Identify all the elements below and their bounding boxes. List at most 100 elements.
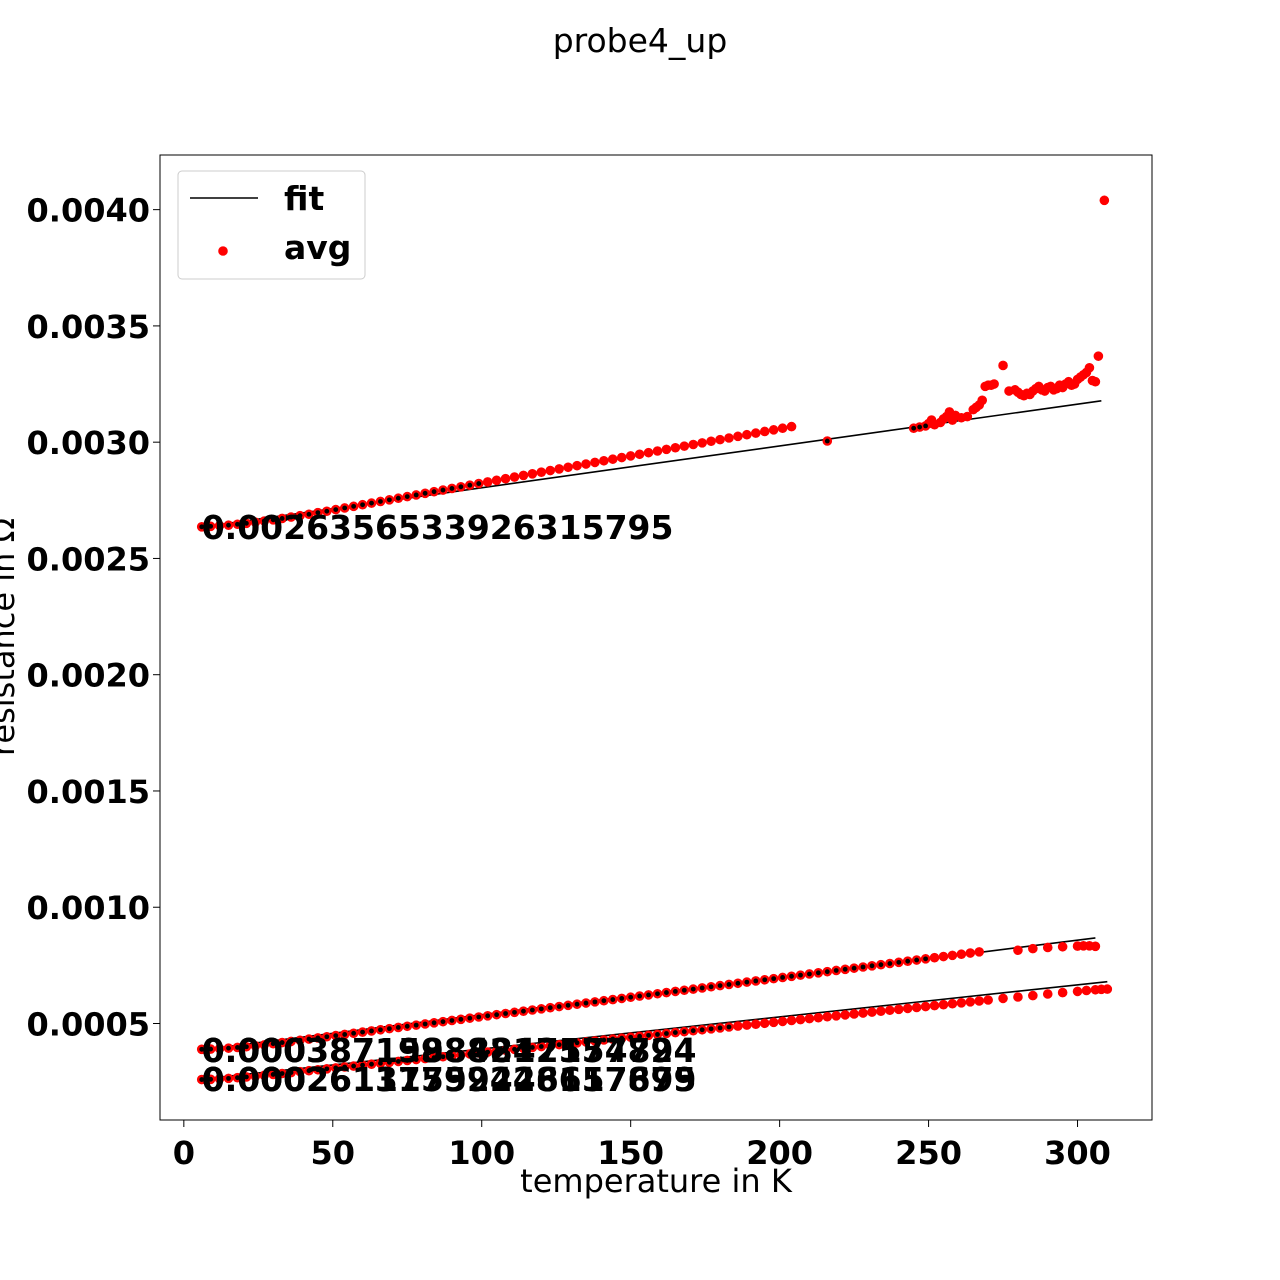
y-axis: 0.0005 0.0010 0.0015 0.0020 0.0025 0.0030 0.00… xyxy=(27,192,160,1044)
data-point-overlap xyxy=(485,1049,491,1055)
data-point-overlap xyxy=(351,1063,357,1069)
data-point xyxy=(974,996,985,1006)
data-point xyxy=(977,395,988,406)
data-point-overlap xyxy=(824,969,830,975)
data-point-overlap xyxy=(917,424,923,430)
data-point xyxy=(1042,942,1053,953)
data-point xyxy=(938,999,949,1010)
data-point-overlap xyxy=(637,1033,643,1039)
data-point-overlap xyxy=(672,989,678,994)
data-point-overlap xyxy=(235,1075,240,1081)
data-point-overlap xyxy=(199,1077,205,1082)
data-point xyxy=(929,1000,940,1011)
data-point xyxy=(599,455,609,466)
data-point xyxy=(1081,985,1092,996)
data-point-overlap xyxy=(538,1044,544,1049)
data-point xyxy=(688,439,699,450)
data-point-overlap xyxy=(664,990,669,995)
data-point xyxy=(545,465,556,476)
data-point-overlap xyxy=(762,977,768,983)
data-point xyxy=(1099,195,1110,206)
data-point-overlap xyxy=(404,1023,410,1029)
data-point xyxy=(563,462,573,473)
data-point-overlap xyxy=(342,505,348,511)
data-point-overlap xyxy=(360,1029,365,1035)
y-tick-label: 0.0015 xyxy=(27,773,150,811)
y-tick-label: 0.0040 xyxy=(27,192,150,230)
data-point xyxy=(786,1015,797,1026)
data-point-overlap xyxy=(815,970,821,976)
data-point-overlap xyxy=(619,995,625,1001)
data-point-overlap xyxy=(610,1036,616,1042)
data-point-overlap xyxy=(538,1006,544,1012)
data-point xyxy=(643,447,654,458)
data-point-overlap xyxy=(386,497,392,503)
data-point-overlap xyxy=(306,511,312,517)
data-point xyxy=(1084,362,1095,373)
data-point-overlap xyxy=(467,1015,473,1021)
data-point-overlap xyxy=(243,1074,249,1080)
x-tick-label: 150 xyxy=(597,1134,664,1172)
data-point xyxy=(482,477,493,487)
data-point-overlap xyxy=(896,959,902,965)
data-point-overlap xyxy=(646,992,651,998)
data-point-overlap xyxy=(574,1001,580,1007)
data-point-overlap xyxy=(199,1046,205,1052)
data-point xyxy=(795,1014,806,1025)
data-point xyxy=(777,423,788,434)
data-point-overlap xyxy=(655,991,660,997)
data-point-overlap xyxy=(261,1042,267,1048)
annotation-2: 0.00038715984217574724 xyxy=(202,1031,697,1070)
data-point-overlap xyxy=(789,973,794,979)
data-point-overlap xyxy=(369,1028,374,1034)
data-point-overlap xyxy=(458,484,464,490)
data-point-overlap xyxy=(726,982,732,987)
data-point-overlap xyxy=(315,510,321,516)
data-point-overlap xyxy=(279,1040,285,1045)
legend-avg-label: avg xyxy=(284,228,351,267)
data-point-overlap xyxy=(923,423,928,429)
data-point xyxy=(876,1006,886,1016)
data-point-overlap xyxy=(315,1067,321,1073)
data-point-overlap xyxy=(440,1054,446,1060)
data-point-overlap xyxy=(342,1064,348,1070)
data-point xyxy=(885,1005,895,1016)
data-point-overlap xyxy=(431,1055,437,1061)
data-point-overlap xyxy=(690,1028,696,1034)
legend: fit avg xyxy=(177,170,366,280)
data-point-overlap xyxy=(655,1032,660,1037)
data-point-overlap xyxy=(744,979,750,985)
data-point-overlap xyxy=(869,963,875,969)
x-tick-label: 300 xyxy=(1044,1134,1111,1172)
annotation-0: 0.0026356533926315795 xyxy=(202,508,674,547)
data-point-overlap xyxy=(753,978,759,984)
x-tick-label: 100 xyxy=(448,1134,515,1172)
data-point-overlap xyxy=(574,1040,580,1046)
data-point xyxy=(947,998,958,1009)
data-point xyxy=(768,1017,779,1028)
data-point-overlap xyxy=(208,523,214,529)
y-tick-label: 0.0010 xyxy=(27,889,150,927)
data-point-overlap xyxy=(565,1002,571,1008)
data-point-overlap xyxy=(726,1024,732,1030)
y-tick-label: 0.0025 xyxy=(27,540,150,578)
data-point-overlap xyxy=(208,1076,214,1082)
data-point-overlap xyxy=(378,1027,383,1033)
legend-avg-swatch xyxy=(218,246,228,256)
data-point-overlap xyxy=(824,438,830,444)
data-point-overlap xyxy=(717,983,723,988)
data-point xyxy=(1028,943,1038,954)
data-point-overlap xyxy=(583,1000,589,1006)
data-point-overlap xyxy=(476,481,482,486)
data-point-overlap xyxy=(592,1038,598,1044)
data-point xyxy=(1090,941,1101,952)
data-point-overlap xyxy=(851,965,857,971)
data-point-overlap xyxy=(914,957,920,963)
data-point-overlap xyxy=(547,1005,553,1011)
plot-area xyxy=(159,154,1153,1121)
data-point xyxy=(786,421,797,432)
data-point-overlap xyxy=(422,490,428,496)
data-point xyxy=(509,472,520,482)
data-point-overlap xyxy=(270,517,276,523)
